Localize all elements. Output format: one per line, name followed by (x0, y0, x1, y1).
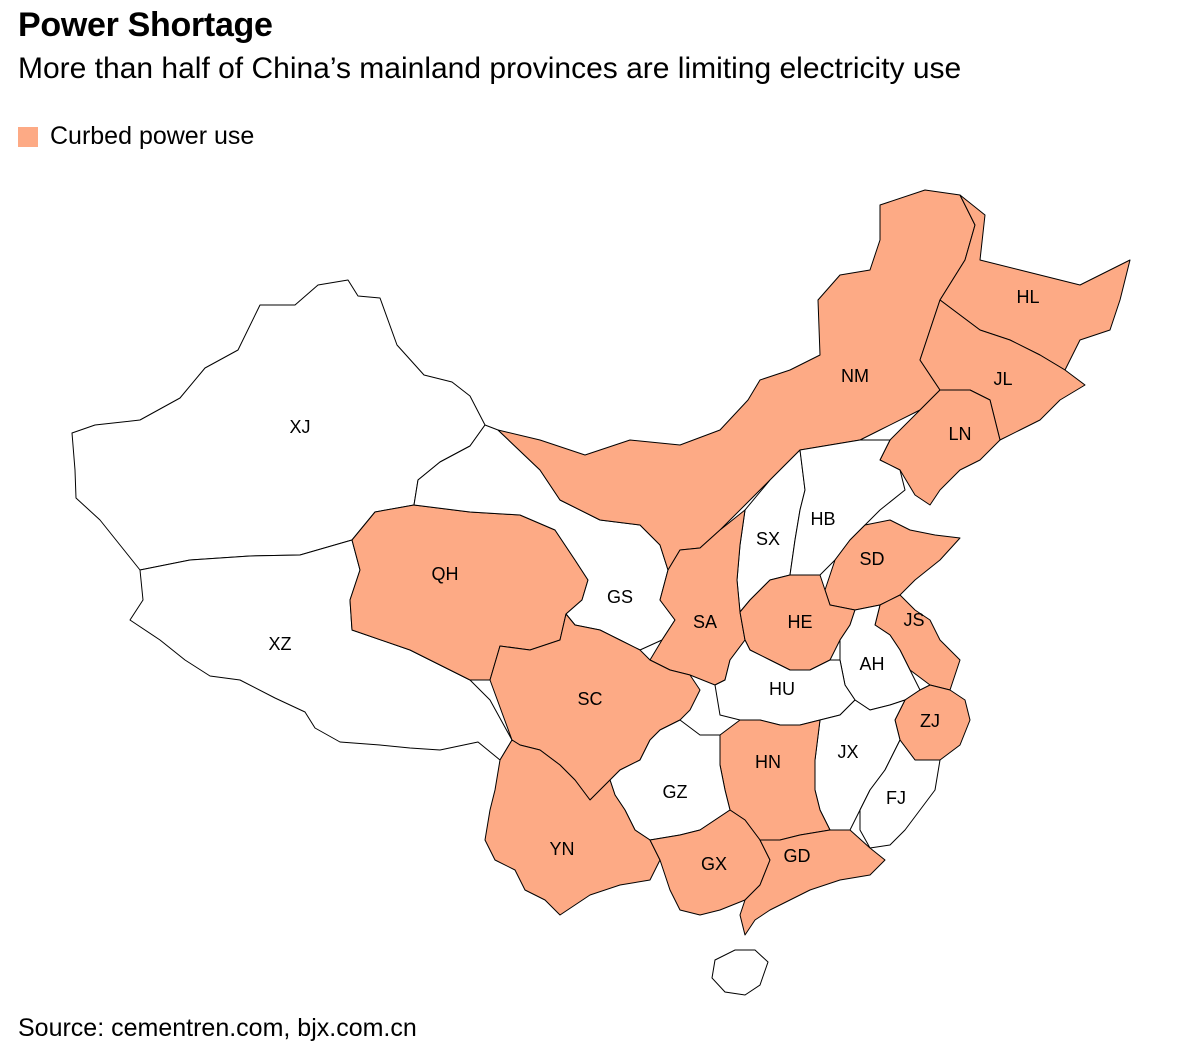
province-label-gz: GZ (663, 782, 688, 802)
province-label-hu: HU (769, 679, 795, 699)
chart-subtitle: More than half of China’s mainland provi… (18, 52, 962, 85)
province-label-gx: GX (701, 854, 727, 874)
legend-swatch-curbed (18, 126, 38, 147)
province-label-sc: SC (577, 689, 602, 709)
province-label-sx: SX (756, 529, 780, 549)
province-label-xj: XJ (289, 417, 310, 437)
province-label-nm: NM (841, 366, 869, 386)
province-region-fj (859, 739, 941, 849)
province-region-jl (919, 299, 1086, 441)
legend: Curbed power use (18, 122, 254, 151)
province-label-ah: AH (859, 654, 884, 674)
chart-title: Power Shortage (18, 6, 273, 44)
province-label-js: JS (903, 610, 924, 630)
province-label-fj: FJ (886, 788, 906, 808)
province-label-zj: ZJ (920, 711, 940, 731)
province-label-yn: YN (549, 839, 574, 859)
province-label-hl: HL (1016, 287, 1039, 307)
province-region-hl (939, 194, 1131, 371)
source-note: Source: cementren.com, bjx.com.cn (18, 1014, 417, 1042)
province-label-hn: HN (755, 752, 781, 772)
province-label-xz: XZ (268, 634, 291, 654)
legend-label-curbed: Curbed power use (50, 122, 255, 150)
province-label-sa: SA (693, 612, 717, 632)
hainan-island (711, 949, 769, 996)
province-label-gd: GD (784, 846, 811, 866)
province-region-gd (739, 829, 886, 936)
province-label-he: HE (787, 612, 812, 632)
province-label-gs: GS (607, 587, 633, 607)
province-regions (71, 189, 1131, 996)
province-label-jx: JX (837, 742, 858, 762)
province-label-ln: LN (948, 424, 971, 444)
province-label-hb: HB (810, 509, 835, 529)
province-label-qh: QH (432, 564, 459, 584)
province-labels: XJ XZ QH GS NM HL JL LN SX HB SD SA HE JS AH HU SC ZJ JX HN… (268, 287, 1039, 874)
province-label-sd: SD (859, 549, 884, 569)
province-label-jl: JL (993, 369, 1012, 389)
